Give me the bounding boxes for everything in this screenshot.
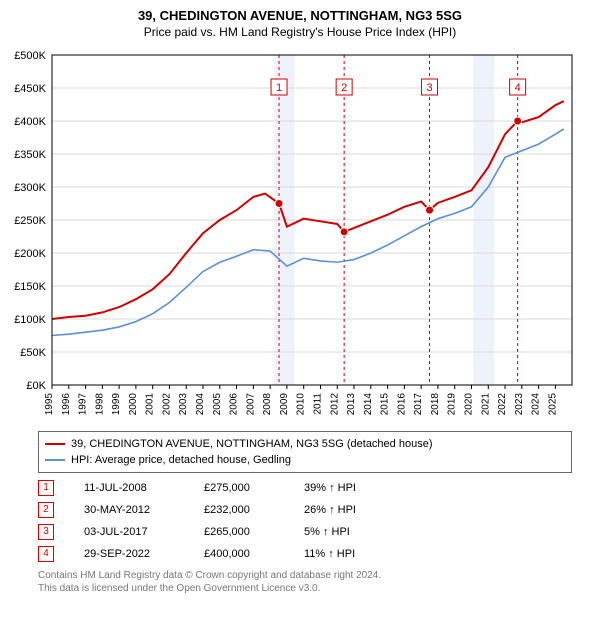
svg-text:2009: 2009 [279,393,290,416]
svg-text:2025: 2025 [547,393,558,416]
svg-text:3: 3 [426,82,432,94]
transaction-date: 11-JUL-2008 [84,482,204,494]
svg-text:2010: 2010 [296,393,307,416]
transaction-price: £400,000 [204,548,304,560]
svg-text:2018: 2018 [430,393,441,416]
svg-text:4: 4 [515,82,521,94]
legend-swatch [45,443,65,445]
svg-text:2005: 2005 [212,393,223,416]
transaction-date: 03-JUL-2017 [84,526,204,538]
transaction-row: 2 30-MAY-2012£232,00026% ↑ HPI [38,499,572,521]
legend-swatch [45,459,65,461]
svg-text:1995: 1995 [44,393,55,416]
svg-text:£450K: £450K [14,83,46,95]
svg-text:£100K: £100K [14,314,46,326]
svg-text:2008: 2008 [262,393,273,416]
svg-text:£0K: £0K [26,380,46,392]
svg-text:2023: 2023 [514,393,525,416]
transaction-delta: 39% ↑ HPI [304,482,424,494]
transaction-marker: 4 [38,546,54,562]
svg-text:£50K: £50K [20,347,46,359]
transaction-row: 1 11-JUL-2008£275,00039% ↑ HPI [38,477,572,499]
svg-text:1996: 1996 [61,393,72,416]
footer-licence: This data is licensed under the Open Gov… [38,582,572,595]
svg-text:2004: 2004 [195,393,206,416]
svg-text:2003: 2003 [178,393,189,416]
svg-text:1: 1 [276,82,282,94]
svg-text:2002: 2002 [161,393,172,416]
transaction-row: 4 29-SEP-2022£400,00011% ↑ HPI [38,543,572,565]
svg-text:£500K: £500K [14,50,46,62]
transaction-date: 29-SEP-2022 [84,548,204,560]
svg-text:2016: 2016 [396,393,407,416]
svg-text:2001: 2001 [145,393,156,416]
svg-text:2000: 2000 [128,393,139,416]
chart-subtitle: Price paid vs. HM Land Registry's House … [0,25,600,39]
svg-text:£200K: £200K [14,248,46,260]
svg-text:£300K: £300K [14,182,46,194]
svg-text:£250K: £250K [14,215,46,227]
transaction-price: £275,000 [204,482,304,494]
svg-text:£150K: £150K [14,281,46,293]
legend-label: HPI: Average price, detached house, Gedl… [71,452,291,468]
svg-text:2006: 2006 [229,393,240,416]
transaction-price: £265,000 [204,526,304,538]
legend: 39, CHEDINGTON AVENUE, NOTTINGHAM, NG3 5… [38,431,572,473]
svg-text:2013: 2013 [346,393,357,416]
footer-copyright: Contains HM Land Registry data © Crown c… [38,569,572,582]
transaction-delta: 26% ↑ HPI [304,504,424,516]
svg-text:2014: 2014 [363,393,374,416]
svg-text:2011: 2011 [312,393,323,415]
footer: Contains HM Land Registry data © Crown c… [38,569,572,595]
transaction-price: £232,000 [204,504,304,516]
transaction-date: 30-MAY-2012 [84,504,204,516]
svg-text:1999: 1999 [111,393,122,416]
legend-item: HPI: Average price, detached house, Gedl… [45,452,565,468]
svg-text:2017: 2017 [413,393,424,416]
transaction-row: 3 03-JUL-2017£265,0005% ↑ HPI [38,521,572,543]
svg-text:2012: 2012 [329,393,340,416]
svg-text:2: 2 [341,82,347,94]
legend-label: 39, CHEDINGTON AVENUE, NOTTINGHAM, NG3 5… [71,436,432,452]
svg-text:2021: 2021 [480,393,491,416]
svg-text:1997: 1997 [78,393,89,416]
svg-text:2022: 2022 [497,393,508,416]
svg-text:2015: 2015 [380,393,391,416]
legend-item: 39, CHEDINGTON AVENUE, NOTTINGHAM, NG3 5… [45,436,565,452]
svg-text:£400K: £400K [14,116,46,128]
chart-title: 39, CHEDINGTON AVENUE, NOTTINGHAM, NG3 5… [0,8,600,23]
transactions-table: 1 11-JUL-2008£275,00039% ↑ HPI 2 30-MAY-201… [38,477,572,565]
svg-text:2007: 2007 [245,393,256,416]
svg-text:1998: 1998 [94,393,105,416]
svg-text:2024: 2024 [531,393,542,416]
transaction-marker: 1 [38,480,54,496]
transaction-delta: 11% ↑ HPI [304,548,424,560]
svg-text:2019: 2019 [447,393,458,416]
price-chart: £0K £50K £100K £150K £200K £250K £300K £350K £40… [0,45,600,425]
transaction-delta: 5% ↑ HPI [304,526,424,538]
svg-text:2020: 2020 [463,393,474,416]
svg-text:£350K: £350K [14,149,46,161]
transaction-marker: 2 [38,502,54,518]
transaction-marker: 3 [38,524,54,540]
